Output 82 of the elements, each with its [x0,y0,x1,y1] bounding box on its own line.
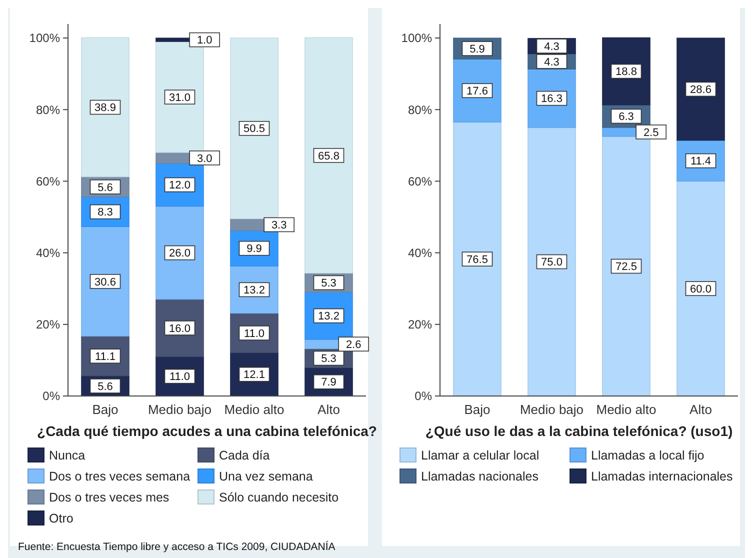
data-label: 31.0 [169,92,190,104]
data-label: 13.2 [318,310,340,323]
data-label: 26.0 [169,248,190,260]
legend-label: Dos o tres veces mes [49,490,170,504]
legend-label: Una vez semana [219,469,313,484]
data-label: 75.0 [541,256,562,269]
y-tick-label: 0% [414,389,432,404]
legend-label: Cada día [219,448,270,462]
legend-label: Dos o tres veces semana [49,469,190,484]
data-label: 5.3 [321,278,336,290]
x-tick-label: Medio bajo [148,402,212,417]
data-label: 4.3 [544,40,560,53]
data-label: 5.9 [470,43,485,56]
y-tick-label: 0% [42,389,60,404]
y-tick-label: 100% [401,31,432,46]
bar [676,38,725,141]
data-label: 38.9 [94,102,116,114]
data-label: 18.8 [616,66,637,78]
legend-label: Llamadas nacionales [421,469,538,484]
data-label: 2.6 [346,338,362,351]
x-tick-label: Medio bajo [520,402,584,417]
legend-label: Llamadas internacionales [591,469,733,484]
legend-label: Nunca [49,448,86,462]
bar [230,38,278,220]
bar [156,206,204,300]
legend-label: Sólo cuando necesito [219,490,339,504]
x-tick-label: Bajo [92,402,118,417]
data-label: 28.6 [690,84,712,96]
data-label: 12.1 [244,369,265,382]
y-tick-label: 80% [36,102,60,117]
bar [81,226,130,337]
data-label: 5.6 [98,182,113,194]
bar [676,180,725,396]
y-tick-label: 60% [36,174,60,188]
x-tick-label: Alto [318,402,340,417]
data-label: 60.0 [690,283,712,296]
legend-label: Llamar a celular local [421,448,540,462]
y-tick-label: 40% [408,246,432,260]
bar [528,127,576,396]
legend-label: Llamadas a local fijo [591,448,704,462]
data-label: 11.1 [94,350,116,363]
data-label: 11.0 [244,328,265,340]
data-label: 16.3 [541,93,562,106]
data-label: 2.5 [643,126,659,139]
y-tick-label: 20% [36,318,60,332]
data-label: 65.8 [318,150,340,162]
y-tick-label: 20% [408,318,432,332]
data-label: 1.0 [196,34,212,47]
legend-label: Otro [49,511,74,526]
data-label: 16.0 [169,322,190,335]
y-tick-label: 80% [408,102,432,117]
source-note: Fuente: Encuesta Tiempo libre y acceso a TICs 2009, CIUDADANÍA [18,540,336,553]
data-label: 3.0 [196,152,212,165]
y-tick-label: 60% [408,174,432,188]
bar [602,136,650,396]
data-label: 12.0 [169,180,190,192]
x-tick-label: Medio alto [224,402,284,417]
data-label: 8.3 [98,206,113,219]
x-tick-label: Bajo [464,402,490,417]
bar [453,122,502,396]
legend-title: ¿Qué uso le das a la cabina telefónica? (uso1) [425,423,733,439]
data-label: 6.3 [618,111,634,124]
data-label: 76.5 [466,254,488,266]
bar [81,37,130,178]
data-label: 5.3 [321,353,336,366]
data-label: 50.5 [244,123,265,136]
x-tick-label: Medio alto [596,402,656,417]
data-label: 11.0 [169,371,190,384]
data-label: 30.6 [94,276,116,288]
data-label: 72.5 [616,261,637,274]
data-label: 17.6 [466,85,488,98]
data-label: 9.9 [246,243,262,256]
data-label: 3.3 [271,220,287,232]
data-label: 13.2 [244,284,265,297]
data-label: 4.3 [544,56,560,68]
y-tick-label: 40% [36,246,60,260]
legend-title: ¿Cada qué tiempo acudes a una cabina telefónica? [37,423,377,439]
x-tick-label: Alto [690,402,712,417]
data-label: 5.6 [98,380,113,393]
y-tick-label: 100% [29,31,60,46]
data-label: 11.4 [690,156,712,168]
data-label: 7.9 [321,376,336,389]
